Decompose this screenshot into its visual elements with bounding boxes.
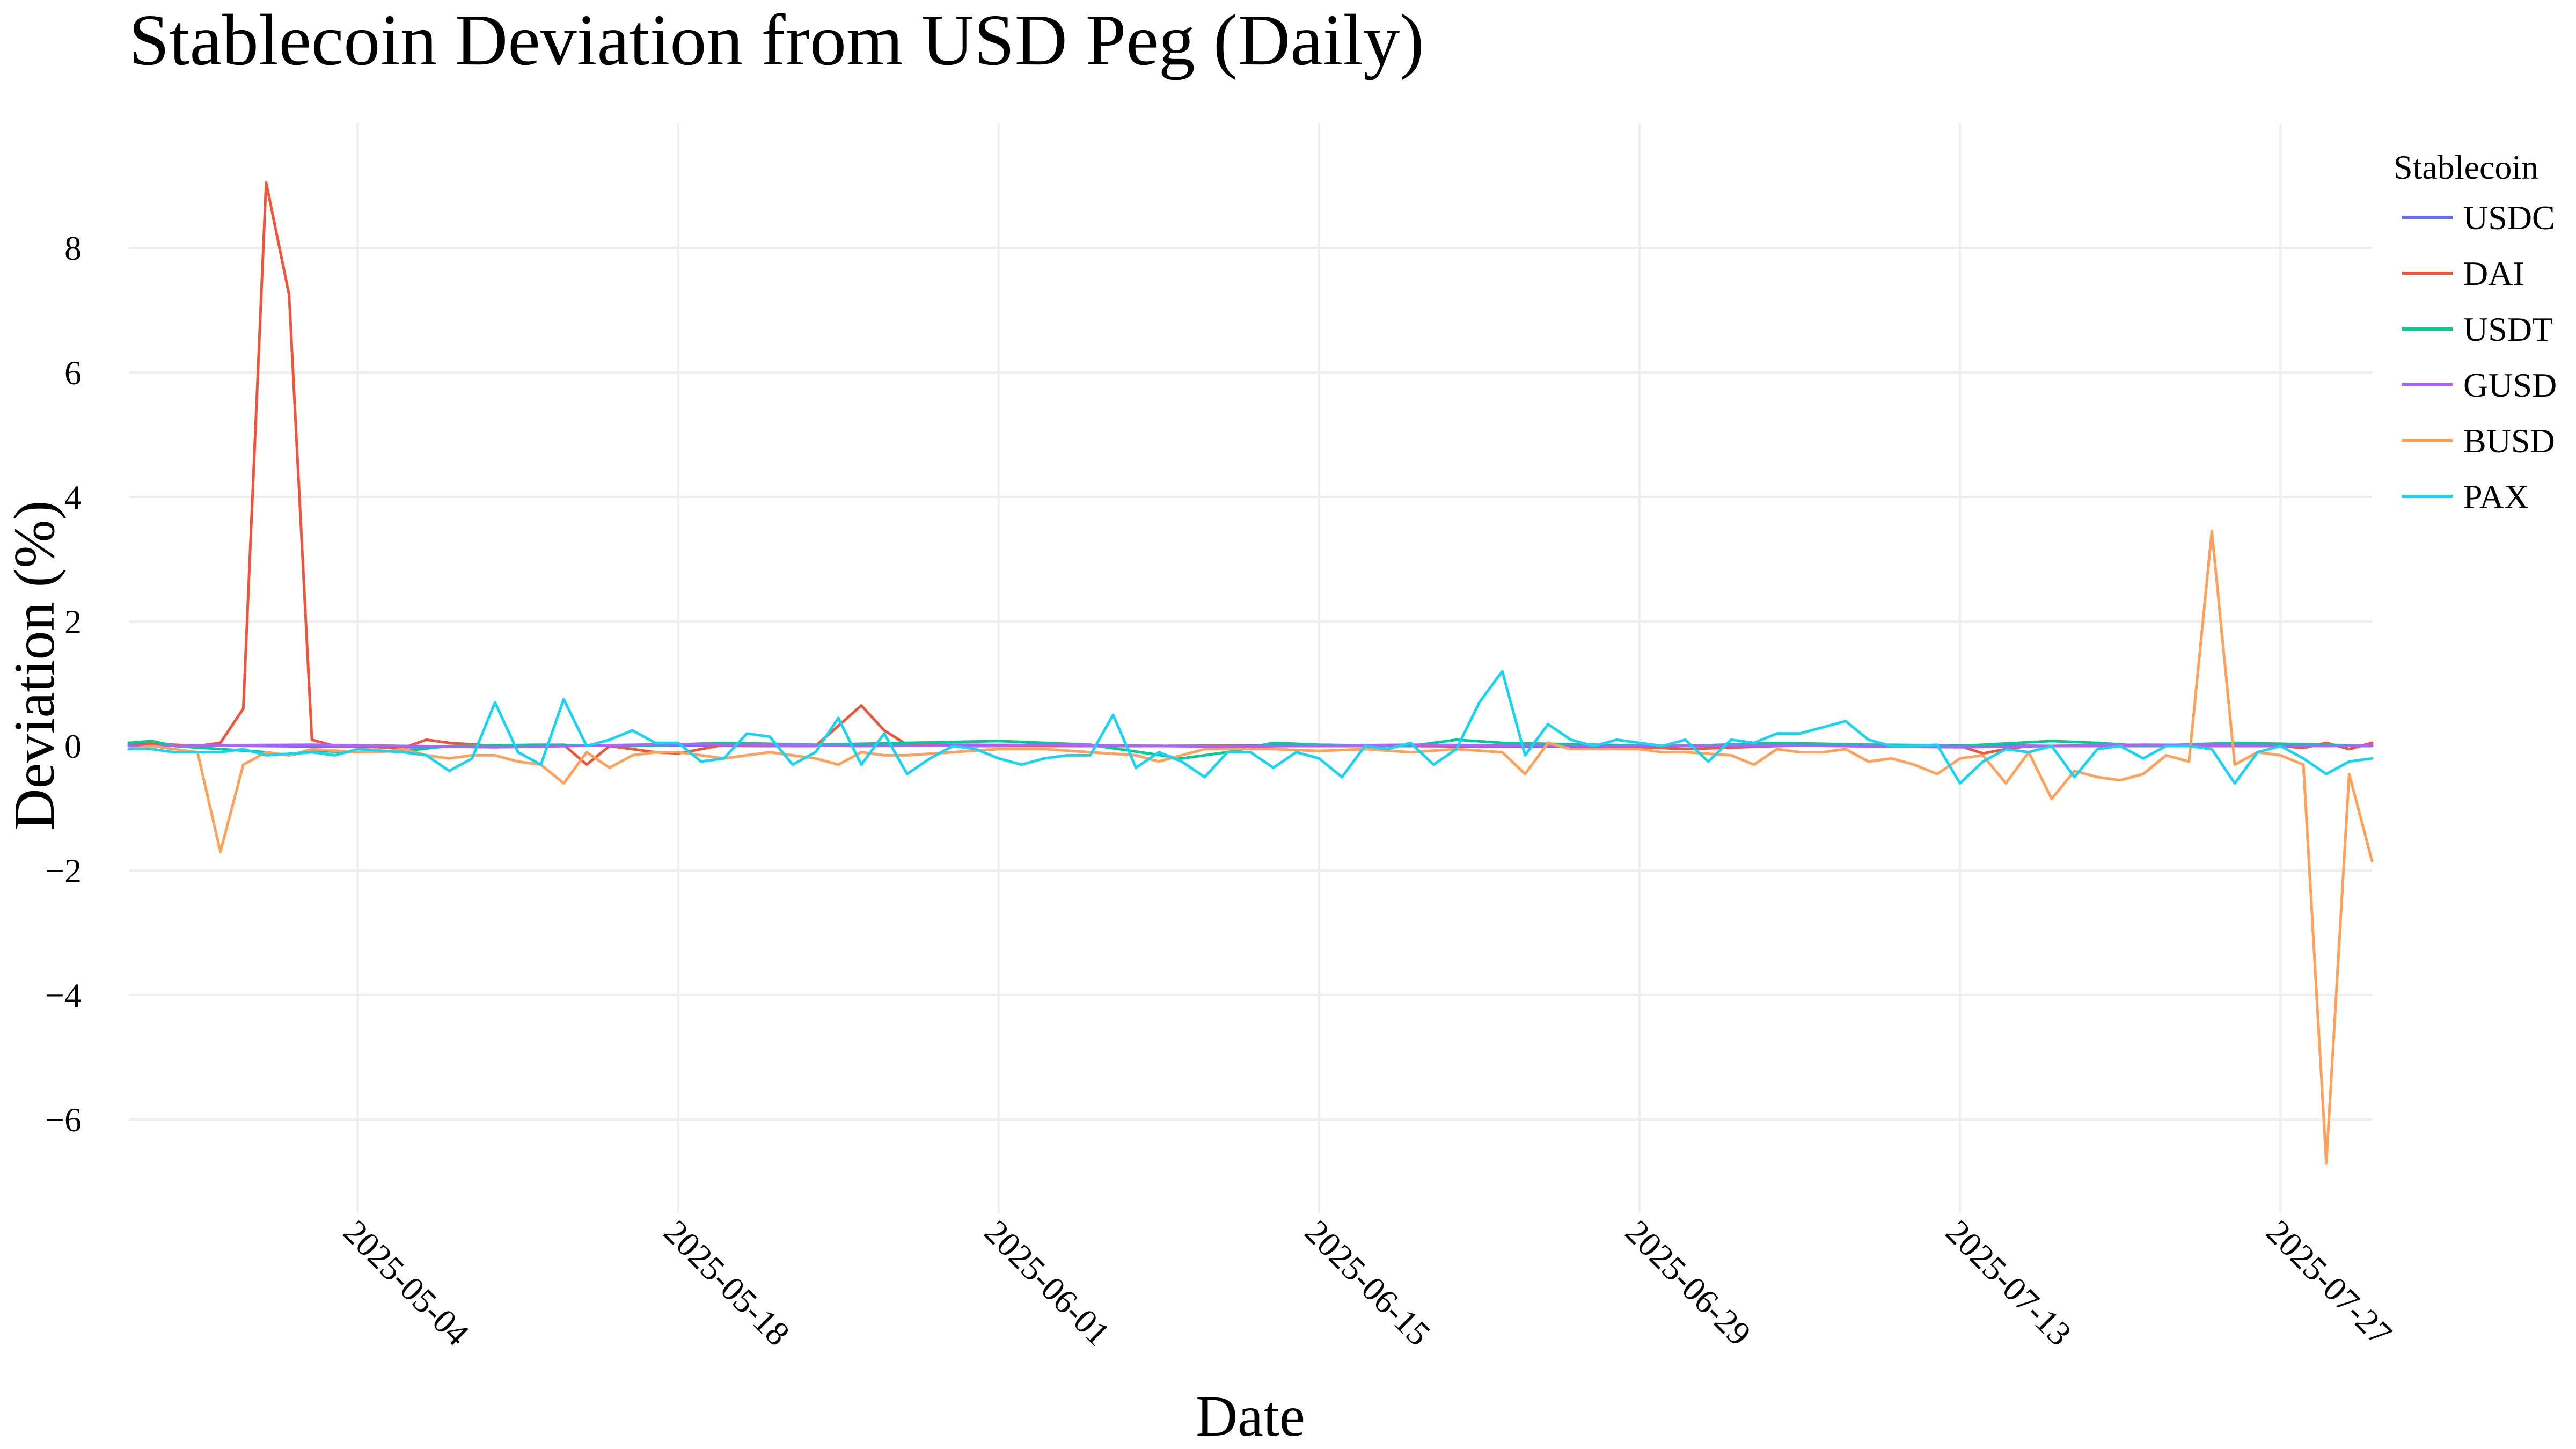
legend-label-pax[interactable]: PAX <box>2463 478 2529 516</box>
series-line-pax <box>127 670 2374 785</box>
x-tick-label: 2025-05-18 <box>657 1213 797 1353</box>
x-tick-label: 2025-05-04 <box>336 1213 477 1353</box>
legend-label-usdc[interactable]: USDC <box>2463 199 2555 237</box>
legend-label-usdt[interactable]: USDT <box>2463 310 2553 348</box>
series-line-busd <box>127 530 2374 1165</box>
x-axis-tick-labels: 2025-05-04 2025-05-18 2025-06-01 2025-06-15… <box>336 1213 2399 1353</box>
y-tick-label: 0 <box>64 727 82 765</box>
y-tick-label: −2 <box>45 852 82 890</box>
x-tick-label: 2025-06-29 <box>1618 1213 1758 1353</box>
legend: Stablecoin USDC DAI USDT GUSD BUSD PAX <box>2394 148 2557 516</box>
legend-label-dai[interactable]: DAI <box>2463 254 2524 292</box>
series-line-dai <box>127 181 2374 766</box>
x-axis-title: Date <box>1196 1385 1305 1448</box>
y-tick-label: 2 <box>64 603 82 641</box>
series-line-gusd <box>127 743 2374 749</box>
y-tick-label: −4 <box>45 976 82 1014</box>
legend-label-busd[interactable]: BUSD <box>2463 422 2555 460</box>
chart-title: Stablecoin Deviation from USD Peg (Daily… <box>129 0 1424 80</box>
x-tick-label: 2025-06-15 <box>1298 1213 1438 1353</box>
y-tick-label: 4 <box>64 478 82 516</box>
series-lines <box>127 181 2374 1165</box>
x-tick-label: 2025-06-01 <box>977 1213 1117 1353</box>
y-gridlines <box>129 247 2372 1121</box>
x-gridlines <box>356 123 2282 1213</box>
y-tick-label: 8 <box>64 229 82 267</box>
legend-title: Stablecoin <box>2394 148 2538 186</box>
legend-label-gusd[interactable]: GUSD <box>2463 366 2557 404</box>
y-tick-label: 6 <box>64 354 82 392</box>
x-tick-label: 2025-07-13 <box>1938 1213 2079 1353</box>
y-axis-title: Deviation (%) <box>3 501 67 831</box>
y-tick-label: −6 <box>45 1101 82 1139</box>
y-axis-tick-labels: −6 −4 −2 0 2 4 6 8 <box>45 229 82 1139</box>
x-tick-label: 2025-07-27 <box>2259 1213 2399 1353</box>
